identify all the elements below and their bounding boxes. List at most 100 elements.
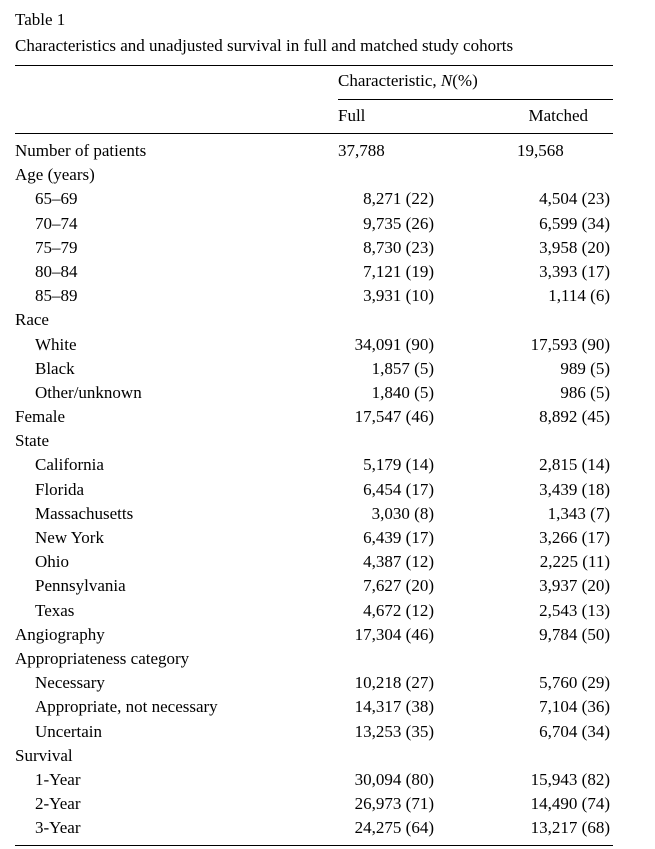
cell-full: 37,788 — [338, 141, 385, 160]
cell-matched: 6,704 (34) — [539, 721, 610, 741]
cell-matched: 15,943 (82) — [530, 769, 610, 789]
row-label: 2-Year — [35, 794, 81, 814]
row-label: Black — [35, 358, 75, 378]
cell-matched: 986 (5) — [560, 382, 610, 402]
table-row: Other/unknown 1,840 (5) 986 (5) — [0, 383, 655, 407]
cell-matched: 9,784 (50) — [539, 624, 610, 644]
cell-matched: 1,343 (7) — [547, 503, 610, 523]
table-caption: Characteristics and unadjusted survival … — [15, 36, 514, 55]
table-row: Uncertain 13,253 (35) 6,704 (34) — [0, 722, 655, 746]
table-row: Black 1,857 (5) 989 (5) — [0, 359, 655, 383]
cell-full: 4,672 (12) — [363, 600, 434, 620]
table-row: California 5,179 (14) 2,815 (14) — [0, 455, 655, 479]
row-label: Pennsylvania — [35, 576, 126, 596]
group-header-rule — [338, 99, 613, 100]
group-header-n: N — [440, 71, 453, 90]
row-label: Necessary — [35, 673, 105, 693]
table-row: 1-Year 30,094 (80) 15,943 (82) — [0, 770, 655, 794]
cell-matched: 3,266 (17) — [539, 528, 610, 547]
table-row: Angiography 17,304 (46) 9,784 (50) — [0, 625, 655, 649]
table-row: 70–74 9,735 (26) 6,599 (34) — [0, 214, 655, 238]
row-label: 3-Year — [35, 818, 81, 838]
cell-matched: 6,599 (34) — [539, 213, 610, 233]
cell-full: 3,931 (10) — [363, 286, 434, 306]
table-row: Massachusetts 3,030 (8) 1,343 (7) — [0, 504, 655, 528]
table-row: Necessary 10,218 (27) 5,760 (29) — [0, 673, 655, 697]
table-row: Survival — [0, 746, 655, 770]
cell-matched: 3,937 (20) — [539, 576, 610, 596]
cell-full: 1,857 (5) — [371, 358, 434, 378]
row-label: White — [35, 334, 77, 354]
table-row: State — [0, 431, 655, 455]
table-row: 85–89 3,931 (10) 1,114 (6) — [0, 286, 655, 310]
row-label: Florida — [35, 479, 85, 499]
row-label: 75–79 — [35, 237, 78, 257]
row-label: 85–89 — [35, 286, 78, 306]
group-header-prefix: Characteristic, — [338, 71, 441, 90]
cell-full: 6,454 (17) — [363, 479, 434, 499]
row-label: Race — [15, 310, 49, 330]
table-row: New York 6,439 (17) 3,266 (17) — [0, 528, 655, 552]
cell-full: 8,730 (23) — [363, 237, 434, 257]
row-label: State — [15, 431, 49, 451]
cell-matched: 3,439 (18) — [539, 479, 610, 499]
row-label: Angiography — [15, 624, 105, 644]
cell-matched: 2,543 (13) — [539, 600, 610, 620]
cell-full: 7,121 (19) — [363, 261, 434, 281]
row-label: 65–69 — [35, 189, 78, 209]
top-rule — [15, 65, 613, 66]
cell-matched: 3,393 (17) — [539, 261, 610, 281]
table-row: Female 17,547 (46) 8,892 (45) — [0, 407, 655, 431]
cell-matched: 1,114 (6) — [548, 286, 610, 306]
row-label: Number of patients — [15, 141, 147, 160]
cell-full: 8,271 (22) — [363, 189, 434, 209]
group-header-suffix: (%) — [452, 71, 478, 90]
header-bottom-rule — [15, 133, 613, 134]
cell-full: 24,275 (64) — [354, 818, 434, 838]
row-label: Age (years) — [15, 165, 95, 185]
row-label: Ohio — [35, 552, 69, 572]
row-label: Massachusetts — [35, 503, 134, 523]
cell-matched: 8,892 (45) — [539, 407, 610, 427]
cell-matched: 989 (5) — [560, 358, 610, 378]
table-row: 2-Year 26,973 (71) 14,490 (74) — [0, 794, 655, 818]
cell-matched: 3,958 (20) — [539, 237, 610, 257]
cell-matched: 7,104 (36) — [539, 697, 610, 717]
table-row: White 34,091 (90) 17,593 (90) — [0, 335, 655, 359]
row-label: 80–84 — [35, 261, 78, 281]
cell-matched: 14,490 (74) — [530, 794, 610, 814]
row-label: Survival — [15, 745, 73, 765]
cell-full: 7,627 (20) — [363, 576, 434, 596]
table-row: Appropriateness category — [0, 649, 655, 673]
cell-full: 17,547 (46) — [354, 407, 434, 427]
cell-full: 17,304 (46) — [354, 624, 434, 644]
cell-full: 9,735 (26) — [363, 213, 434, 233]
column-header-matched: Matched — [528, 106, 588, 125]
table-label: Table 1 — [15, 10, 66, 29]
cell-full: 10,218 (27) — [354, 673, 434, 693]
table-row: Appropriate, not necessary 14,317 (38) 7,1… — [0, 697, 655, 721]
table-row: Florida 6,454 (17) 3,439 (18) — [0, 480, 655, 504]
cell-full: 4,387 (12) — [363, 552, 434, 572]
row-label: Appropriateness category — [15, 648, 190, 668]
table-row: Age (years) — [0, 165, 655, 189]
table-row: Ohio 4,387 (12) 2,225 (11) — [0, 552, 655, 576]
cell-full: 6,439 (17) — [363, 528, 434, 547]
row-label: Texas — [35, 600, 75, 620]
row-label: 1-Year — [35, 769, 81, 789]
column-header-full: Full — [338, 106, 366, 125]
row-label: 70–74 — [35, 213, 78, 233]
table-row: 65–69 8,271 (22) 4,504 (23) — [0, 189, 655, 213]
table-row: Pennsylvania 7,627 (20) 3,937 (20) — [0, 576, 655, 600]
column-group-header: Characteristic, N(%) — [338, 71, 478, 91]
cell-matched: 4,504 (23) — [539, 189, 610, 209]
cell-matched: 5,760 (29) — [539, 673, 610, 693]
cell-full: 3,030 (8) — [371, 503, 434, 523]
cell-matched: 13,217 (68) — [530, 818, 610, 838]
table-row: 80–84 7,121 (19) 3,393 (17) — [0, 262, 655, 286]
cell-matched: 2,815 (14) — [539, 455, 610, 475]
row-label: Female — [15, 407, 66, 427]
cell-full: 5,179 (14) — [363, 455, 434, 475]
cell-full: 30,094 (80) — [354, 769, 434, 789]
table-body: Number of patients 37,788 19,568 Age (years… — [0, 141, 655, 842]
